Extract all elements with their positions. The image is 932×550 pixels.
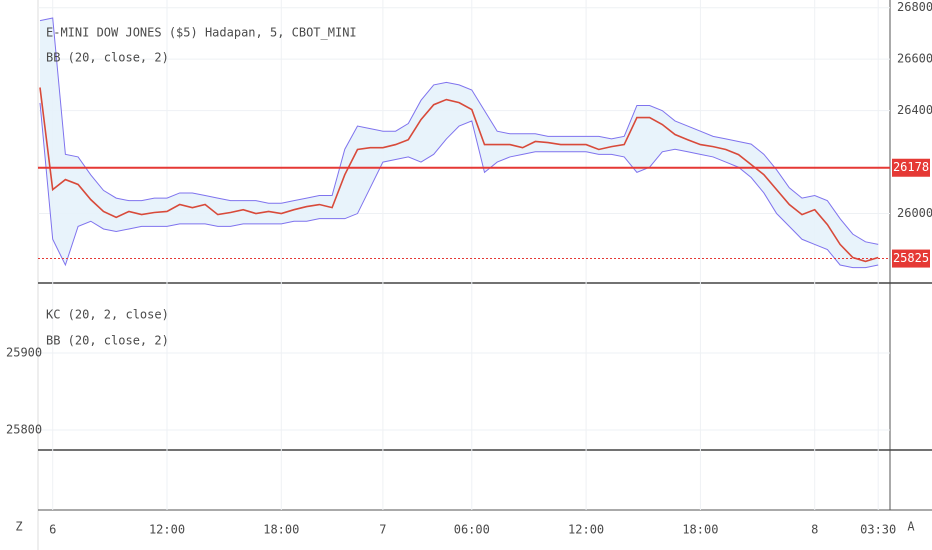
x-tick-label: 18:00 xyxy=(682,523,718,537)
x-tick-label: 8 xyxy=(811,523,818,537)
y-tick-label: 26600 xyxy=(897,52,932,66)
x-tick-label: 7 xyxy=(379,523,386,537)
x-tick-label: 03:30 xyxy=(860,523,896,537)
y-tick-label: 26800 xyxy=(897,0,932,14)
price-label-box xyxy=(892,158,930,177)
y-tick-label: 26000 xyxy=(897,206,932,220)
x-tick-label: 06:00 xyxy=(454,523,490,537)
x-tick-label: 12:00 xyxy=(568,523,604,537)
x-tick-label: 12:00 xyxy=(149,523,185,537)
x-tick-label: 6 xyxy=(49,523,56,537)
toolbar-button[interactable]: A xyxy=(907,520,915,534)
band-upper xyxy=(39,17,879,245)
band-fill xyxy=(40,18,879,268)
y-tick-label: 25900 xyxy=(6,346,42,360)
x-tick-label: 18:00 xyxy=(263,523,299,537)
price-label: 26178 xyxy=(893,160,929,174)
indicator-label: BB (20, close, 2) xyxy=(46,334,169,348)
y-tick-label: 26400 xyxy=(897,103,932,117)
price-label: 25825 xyxy=(893,251,929,265)
toolbar-button[interactable]: Z xyxy=(15,520,22,534)
indicator-label: BB (20, close, 2) xyxy=(46,51,169,65)
price-line xyxy=(39,87,879,263)
indicator-label: KC (20, 2, close) xyxy=(46,308,169,322)
chart-title: E-MINI DOW JONES ($5) Hadapan, 5, CBOT_M… xyxy=(46,26,357,40)
price-label-box xyxy=(892,249,930,268)
y-tick-label: 25800 xyxy=(6,422,42,436)
